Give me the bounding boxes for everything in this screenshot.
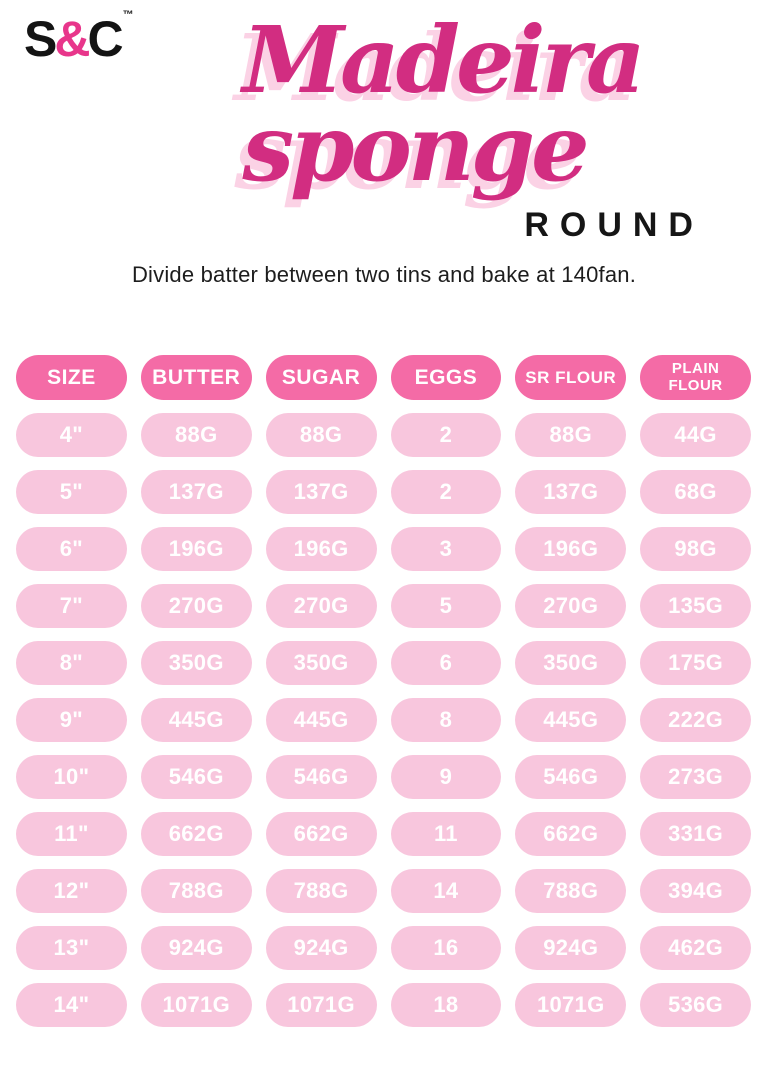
row-size-cell: 4" — [16, 413, 127, 457]
value-cell: 196G — [140, 527, 252, 571]
value-cell: 9 — [390, 755, 502, 799]
value-cell: 445G — [140, 698, 252, 742]
row-size-cell: 6" — [16, 527, 127, 571]
page-title: Madeira sponge — [0, 6, 768, 202]
value-cell: 662G — [515, 812, 627, 856]
column-header-sugar: SUGAR — [265, 355, 377, 400]
value-cell: 546G — [265, 755, 377, 799]
value-cell: 2 — [390, 470, 502, 514]
value-cell: 445G — [515, 698, 627, 742]
value-cell: 5 — [390, 584, 502, 628]
value-cell: 6 — [390, 641, 502, 685]
value-cell: 11 — [390, 812, 502, 856]
value-cell: 175G — [640, 641, 751, 685]
row-size-cell: 5" — [16, 470, 127, 514]
row-size-cell: 8" — [16, 641, 127, 685]
value-cell: 18 — [390, 983, 502, 1027]
column-header-plain-flour: PLAIN FLOUR — [640, 355, 751, 400]
value-cell: 546G — [140, 755, 252, 799]
value-cell: 350G — [265, 641, 377, 685]
value-cell: 270G — [515, 584, 627, 628]
value-cell: 788G — [265, 869, 377, 913]
value-cell: 924G — [265, 926, 377, 970]
shape-label: ROUND — [524, 206, 704, 244]
value-cell: 1071G — [515, 983, 627, 1027]
value-cell: 270G — [140, 584, 252, 628]
ingredients-table: SIZE BUTTER SUGAR EGGS SR FLOUR PLAIN FLOUR 4"… — [16, 355, 751, 1027]
value-cell: 445G — [265, 698, 377, 742]
value-cell: 273G — [640, 755, 751, 799]
value-cell: 16 — [390, 926, 502, 970]
value-cell: 536G — [640, 983, 751, 1027]
value-cell: 135G — [640, 584, 751, 628]
value-cell: 8 — [390, 698, 502, 742]
value-cell: 88G — [265, 413, 377, 457]
value-cell: 1071G — [265, 983, 377, 1027]
row-size-cell: 12" — [16, 869, 127, 913]
value-cell: 88G — [515, 413, 627, 457]
value-cell: 924G — [140, 926, 252, 970]
column-header-butter: BUTTER — [140, 355, 252, 400]
value-cell: 788G — [515, 869, 627, 913]
column-header-eggs: EGGS — [390, 355, 502, 400]
trademark-symbol: ™ — [122, 9, 134, 21]
logo-ampersand: & — [54, 11, 90, 67]
logo-letter-s: S — [24, 11, 57, 67]
value-cell: 98G — [640, 527, 751, 571]
title-line-2: sponge — [242, 93, 589, 202]
value-cell: 270G — [265, 584, 377, 628]
value-cell: 137G — [265, 470, 377, 514]
column-header-sr-flour: SR FLOUR — [515, 355, 627, 400]
value-cell: 350G — [515, 641, 627, 685]
value-cell: 394G — [640, 869, 751, 913]
title-line-1: Madeira — [242, 6, 645, 114]
value-cell: 196G — [515, 527, 627, 571]
value-cell: 196G — [265, 527, 377, 571]
value-cell: 462G — [640, 926, 751, 970]
value-cell: 350G — [140, 641, 252, 685]
value-cell: 1071G — [140, 983, 252, 1027]
logo-letter-c: C — [87, 11, 123, 67]
value-cell: 68G — [640, 470, 751, 514]
value-cell: 924G — [515, 926, 627, 970]
brand-logo: S&C ™ — [24, 9, 134, 67]
value-cell: 788G — [140, 869, 252, 913]
row-size-cell: 14" — [16, 983, 127, 1027]
value-cell: 662G — [265, 812, 377, 856]
row-size-cell: 9" — [16, 698, 127, 742]
row-size-cell: 11" — [16, 812, 127, 856]
value-cell: 3 — [390, 527, 502, 571]
value-cell: 137G — [515, 470, 627, 514]
row-size-cell: 10" — [16, 755, 127, 799]
row-size-cell: 13" — [16, 926, 127, 970]
value-cell: 662G — [140, 812, 252, 856]
value-cell: 222G — [640, 698, 751, 742]
value-cell: 331G — [640, 812, 751, 856]
value-cell: 2 — [390, 413, 502, 457]
value-cell: 44G — [640, 413, 751, 457]
value-cell: 137G — [140, 470, 252, 514]
value-cell: 88G — [140, 413, 252, 457]
value-cell: 546G — [515, 755, 627, 799]
baking-instructions: Divide batter between two tins and bake … — [131, 262, 637, 287]
column-header-size: SIZE — [16, 355, 127, 400]
value-cell: 14 — [390, 869, 502, 913]
row-size-cell: 7" — [16, 584, 127, 628]
